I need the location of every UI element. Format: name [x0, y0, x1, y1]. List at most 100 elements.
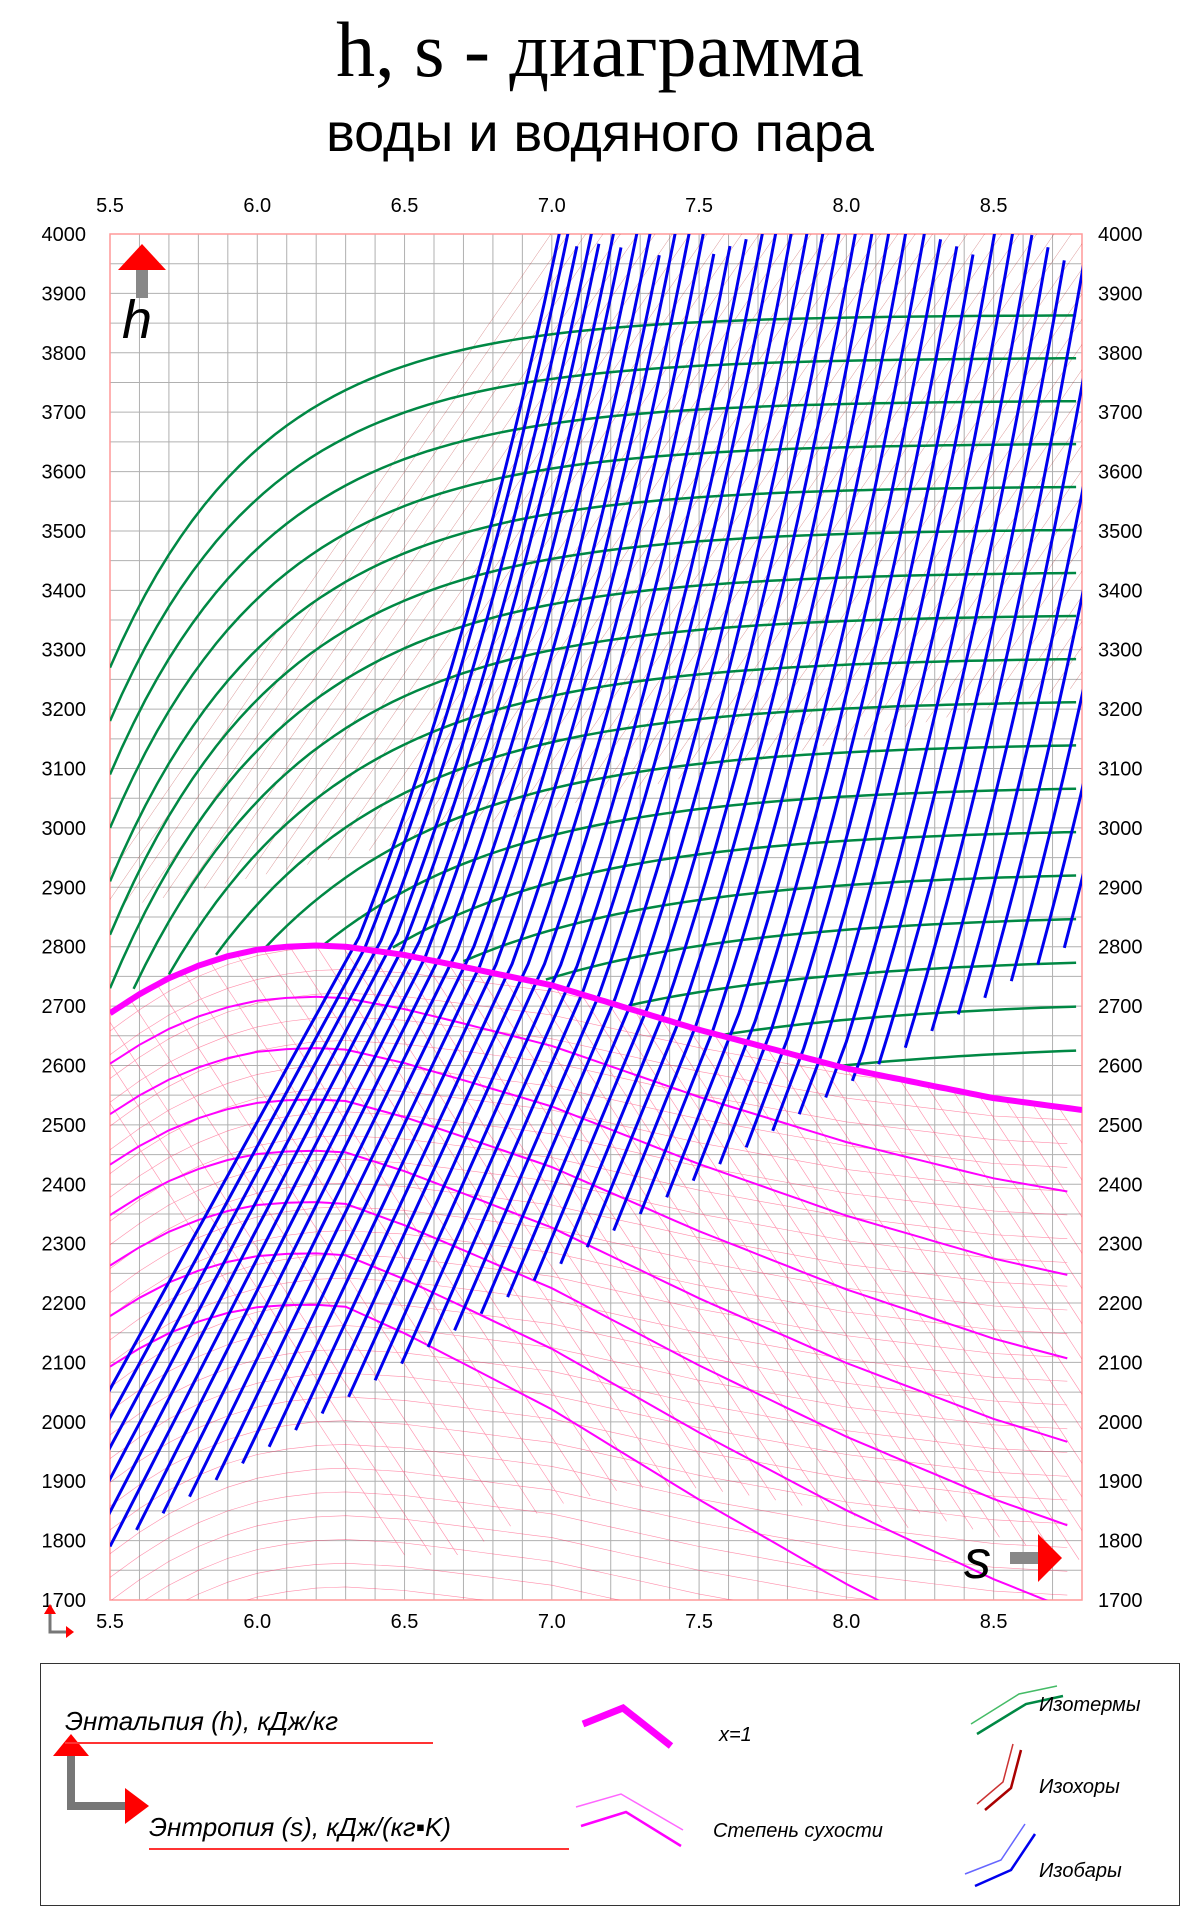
- y-tick-label-left: 2100: [42, 1352, 87, 1374]
- y-tick-label-left: 2600: [42, 1055, 87, 1077]
- y-tick-label-right: 1900: [1098, 1471, 1143, 1493]
- wet-grid-line: [110, 1516, 1067, 1619]
- y-tick-label-left: 3500: [42, 521, 87, 543]
- isochore-line: [1194, 0, 1200, 660]
- wet-grid-line: [396, 954, 750, 1496]
- isochore-line: [843, 78, 1200, 741]
- y-tick-label-left: 3100: [42, 759, 87, 781]
- y-tick-label-left: 2300: [42, 1234, 87, 1256]
- dryness-sample-line: [576, 1794, 683, 1830]
- y-tick-label-left: 1800: [42, 1531, 87, 1553]
- wet-grid-line: [714, 1034, 1053, 1553]
- y-tick-label-left: 1900: [42, 1471, 87, 1493]
- y-tick-label-left: 2900: [42, 877, 87, 899]
- y-tick-label-right: 4000: [1098, 224, 1143, 246]
- legend-enthalpy-label: Энтальпия (h), кДж/кг: [65, 1706, 338, 1737]
- s-axis-arrow-icon: [1010, 1534, 1062, 1582]
- x-tick-label-bottom: 8.5: [980, 1611, 1008, 1633]
- legend-entropy-label: Энтропия (s), кДж/(кг▪K): [149, 1812, 451, 1843]
- isochore-line: [967, 50, 1200, 713]
- y-tick-label-right: 3400: [1098, 580, 1143, 602]
- x-tick-label-top: 5.5: [96, 195, 124, 217]
- y-tick-label-left: 3400: [42, 580, 87, 602]
- y-tick-label-right: 2000: [1098, 1412, 1143, 1434]
- wet-grid-line: [661, 1018, 1000, 1537]
- y-tick-label-left: 2400: [42, 1174, 87, 1196]
- wet-grid-line: [926, 1085, 1200, 1604]
- x-tick-label-top: 8.0: [832, 195, 860, 217]
- isobar-line: [932, 246, 1107, 1031]
- wet-grid-line: [110, 1444, 1067, 1547]
- wet-grid-line: [110, 1421, 1067, 1524]
- y-tick-label-left: 2200: [42, 1293, 87, 1315]
- isotherm-line: [110, 401, 1076, 774]
- isochore-line: [472, 143, 943, 827]
- x-tick-label-bottom: 5.5: [96, 1611, 124, 1633]
- y-tick-label-right: 2700: [1098, 996, 1143, 1018]
- y-tick-label-left: 3700: [42, 402, 87, 424]
- y-tick-label-right: 2300: [1098, 1234, 1143, 1256]
- legend: Энтальпия (h), кДж/кг Энтропия (s), кДж/…: [40, 1663, 1180, 1906]
- y-tick-label-right: 3900: [1098, 283, 1143, 305]
- isobar-line: [985, 465, 1109, 998]
- x-tick-label-bottom: 6.0: [243, 1611, 271, 1633]
- legend-isochores-label: Изохоры: [1039, 1776, 1120, 1799]
- y-tick-label-right: 2900: [1098, 877, 1143, 899]
- isochore-line: [823, 83, 1200, 746]
- x-tick-label-bottom: 8.0: [832, 1611, 860, 1633]
- y-tick-label-left: 4000: [42, 224, 87, 246]
- y-tick-label-right: 2400: [1098, 1174, 1143, 1196]
- y-tick-label-right: 3200: [1098, 699, 1143, 721]
- wet-grid-line: [110, 1326, 1067, 1429]
- isochore-line: [1153, 7, 1200, 670]
- wet-grid-line: [687, 1026, 1026, 1545]
- y-tick-label-left: 2000: [42, 1412, 87, 1434]
- wet-grid-line: [110, 1492, 1067, 1595]
- isochore-line: [988, 45, 1200, 708]
- dryness-line: [110, 1100, 1067, 1359]
- isochore-sample-line: [977, 1744, 1013, 1804]
- isobar-sample-line: [965, 1824, 1025, 1874]
- legend-dryness-label: Степень сухости: [713, 1820, 883, 1843]
- isobar-sample-line-2: [975, 1834, 1035, 1886]
- y-tick-label-right: 2600: [1098, 1055, 1143, 1077]
- y-tick-label-right: 1800: [1098, 1531, 1143, 1553]
- y-tick-label-right: 2100: [1098, 1352, 1143, 1374]
- corner-axes-path: [50, 1612, 68, 1632]
- y-tick-label-left: 2700: [42, 996, 87, 1018]
- x-tick-label-bottom: 7.0: [538, 1611, 566, 1633]
- x-tick-label-top: 6.5: [391, 195, 419, 217]
- isochore-line: [1173, 2, 1200, 665]
- y-tick-label-right: 3000: [1098, 818, 1143, 840]
- wet-grid-line: [846, 1068, 1185, 1587]
- wet-grid-line: [899, 1079, 1200, 1598]
- wet-grid-line: [110, 1468, 1067, 1571]
- y-tick-label-right: 3700: [1098, 402, 1143, 424]
- axes-arrow-icon: [53, 1734, 149, 1824]
- x-tick-label-top: 8.5: [980, 195, 1008, 217]
- y-tick-label-right: 2800: [1098, 937, 1143, 959]
- isobar-line: [1011, 593, 1104, 982]
- legend-graphics: [41, 1664, 1181, 1907]
- y-tick-label-right: 3800: [1098, 343, 1143, 365]
- legend-saturation-label: x=1: [719, 1724, 752, 1747]
- x-tick-label-bottom: 6.5: [391, 1611, 419, 1633]
- y-tick-label-right: 2200: [1098, 1293, 1143, 1315]
- h-arrow-head: [118, 244, 166, 270]
- legend-enthalpy-underline: [65, 1742, 433, 1744]
- x-tick-label-top: 6.0: [243, 195, 271, 217]
- y-tick-label-left: 2800: [42, 937, 87, 959]
- y-tick-label-left: 2500: [42, 1115, 87, 1137]
- x-tick-label-top: 7.0: [538, 195, 566, 217]
- wet-grid-line: [110, 1254, 1067, 1357]
- dryness-sample-line-2: [581, 1812, 681, 1846]
- x-tick-label-bottom: 7.5: [685, 1611, 713, 1633]
- y-tick-label-left: 3300: [42, 640, 87, 662]
- wet-grid-line: [110, 1302, 1067, 1405]
- s-axis-label: s: [964, 1530, 991, 1590]
- saturation-sample-line: [583, 1708, 671, 1746]
- legend-isobars-label: Изобары: [1039, 1860, 1122, 1883]
- legend-entropy-underline: [149, 1848, 569, 1850]
- y-tick-label-right: 3600: [1098, 462, 1143, 484]
